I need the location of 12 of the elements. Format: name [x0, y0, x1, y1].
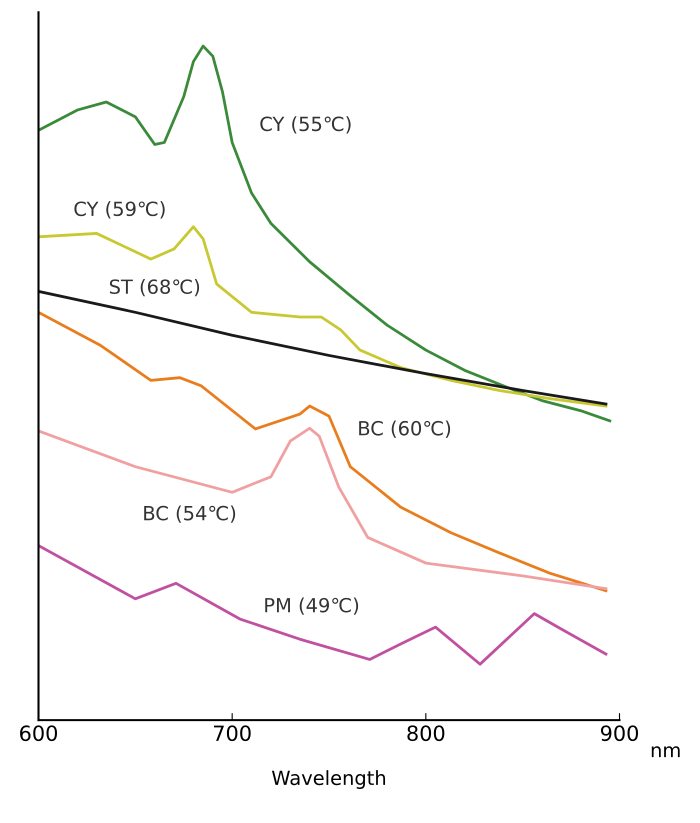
x-tick-label: 700: [214, 725, 251, 742]
annotation: BC (54℃): [144, 505, 236, 523]
annotation: BC (60℃): [359, 420, 450, 438]
x-tick-label: 800: [407, 725, 444, 742]
annotation: ST (68℃): [110, 278, 200, 296]
annotation: CY (55℃): [260, 116, 351, 134]
annotation: PM (49℃): [265, 597, 358, 615]
x-tick-label: 600: [20, 725, 57, 742]
text: nm: [652, 746, 680, 758]
x-tick-label: 900: [600, 725, 638, 742]
x-axis-title: Wavelength: [272, 770, 386, 789]
annotation: CY (59℃): [74, 201, 165, 218]
